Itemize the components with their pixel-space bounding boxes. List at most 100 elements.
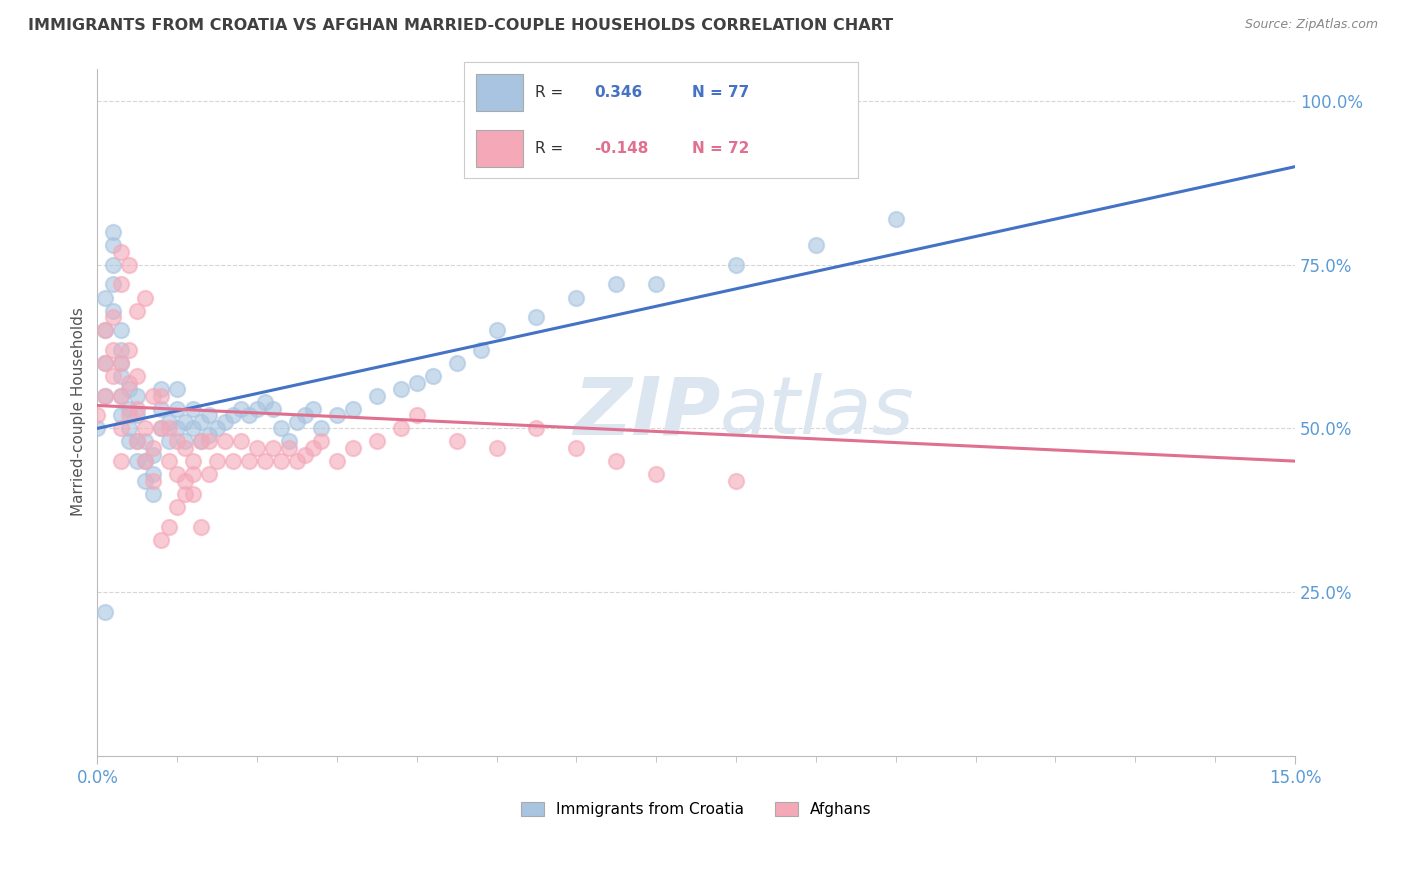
Point — [470, 343, 492, 357]
Text: Source: ZipAtlas.com: Source: ZipAtlas.com — [1244, 18, 1378, 31]
Point — [285, 454, 308, 468]
Point — [118, 434, 141, 449]
Point — [110, 343, 132, 357]
Point — [174, 474, 197, 488]
Point — [94, 356, 117, 370]
FancyBboxPatch shape — [475, 74, 523, 112]
Text: -0.148: -0.148 — [593, 141, 648, 156]
Point — [229, 401, 252, 416]
Point — [485, 441, 508, 455]
Point — [214, 415, 236, 429]
Point — [198, 409, 221, 423]
Point — [157, 421, 180, 435]
Point — [326, 409, 349, 423]
Point — [103, 225, 125, 239]
Point — [103, 303, 125, 318]
Point — [157, 454, 180, 468]
Point — [166, 401, 188, 416]
Point — [157, 415, 180, 429]
Point — [405, 376, 427, 390]
Point — [246, 441, 269, 455]
Point — [565, 291, 588, 305]
Point — [270, 454, 292, 468]
Point — [127, 369, 149, 384]
Point — [94, 323, 117, 337]
Point — [309, 421, 332, 435]
Point — [118, 382, 141, 396]
Point — [134, 474, 156, 488]
Point — [110, 454, 132, 468]
Point — [446, 356, 468, 370]
Point — [205, 421, 228, 435]
Point — [446, 434, 468, 449]
Point — [198, 434, 221, 449]
Point — [294, 448, 316, 462]
Point — [94, 291, 117, 305]
Point — [342, 441, 364, 455]
Text: ZIP: ZIP — [572, 373, 720, 451]
Point — [110, 244, 132, 259]
Point — [270, 421, 292, 435]
Point — [166, 434, 188, 449]
Point — [127, 401, 149, 416]
Point — [181, 487, 204, 501]
Point — [142, 467, 165, 482]
Point — [302, 401, 325, 416]
Text: atlas: atlas — [720, 373, 915, 451]
Point — [118, 401, 141, 416]
Point — [134, 421, 156, 435]
Point — [174, 434, 197, 449]
Text: R =: R = — [534, 141, 568, 156]
Text: N = 77: N = 77 — [692, 85, 749, 100]
Point — [326, 454, 349, 468]
Point — [366, 389, 388, 403]
Point — [166, 467, 188, 482]
Point — [526, 421, 548, 435]
Point — [103, 238, 125, 252]
Point — [142, 389, 165, 403]
Point — [94, 389, 117, 403]
Point — [294, 409, 316, 423]
Point — [134, 454, 156, 468]
Point — [222, 454, 245, 468]
Point — [134, 434, 156, 449]
Point — [190, 519, 212, 533]
Point — [103, 369, 125, 384]
Point — [181, 454, 204, 468]
Point — [118, 376, 141, 390]
Point — [110, 356, 132, 370]
Y-axis label: Married-couple Households: Married-couple Households — [72, 308, 86, 516]
Point — [157, 434, 180, 449]
Point — [485, 323, 508, 337]
Point — [198, 428, 221, 442]
Point — [205, 454, 228, 468]
Point — [238, 409, 260, 423]
Point — [127, 454, 149, 468]
Point — [142, 441, 165, 455]
Point — [405, 409, 427, 423]
Point — [110, 389, 132, 403]
Point — [181, 401, 204, 416]
Point — [246, 401, 269, 416]
Point — [94, 356, 117, 370]
Point — [110, 389, 132, 403]
Text: N = 72: N = 72 — [692, 141, 749, 156]
Point — [142, 474, 165, 488]
Point — [181, 467, 204, 482]
Point — [229, 434, 252, 449]
Point — [302, 441, 325, 455]
Point — [262, 401, 284, 416]
Point — [262, 441, 284, 455]
Point — [342, 401, 364, 416]
Point — [174, 487, 197, 501]
Point — [110, 409, 132, 423]
Legend: Immigrants from Croatia, Afghans: Immigrants from Croatia, Afghans — [515, 797, 877, 823]
Point — [166, 421, 188, 435]
Point — [103, 343, 125, 357]
Point — [166, 500, 188, 514]
Point — [103, 310, 125, 325]
Point — [86, 421, 108, 435]
Point — [804, 238, 827, 252]
Point — [150, 533, 173, 547]
Point — [389, 382, 412, 396]
